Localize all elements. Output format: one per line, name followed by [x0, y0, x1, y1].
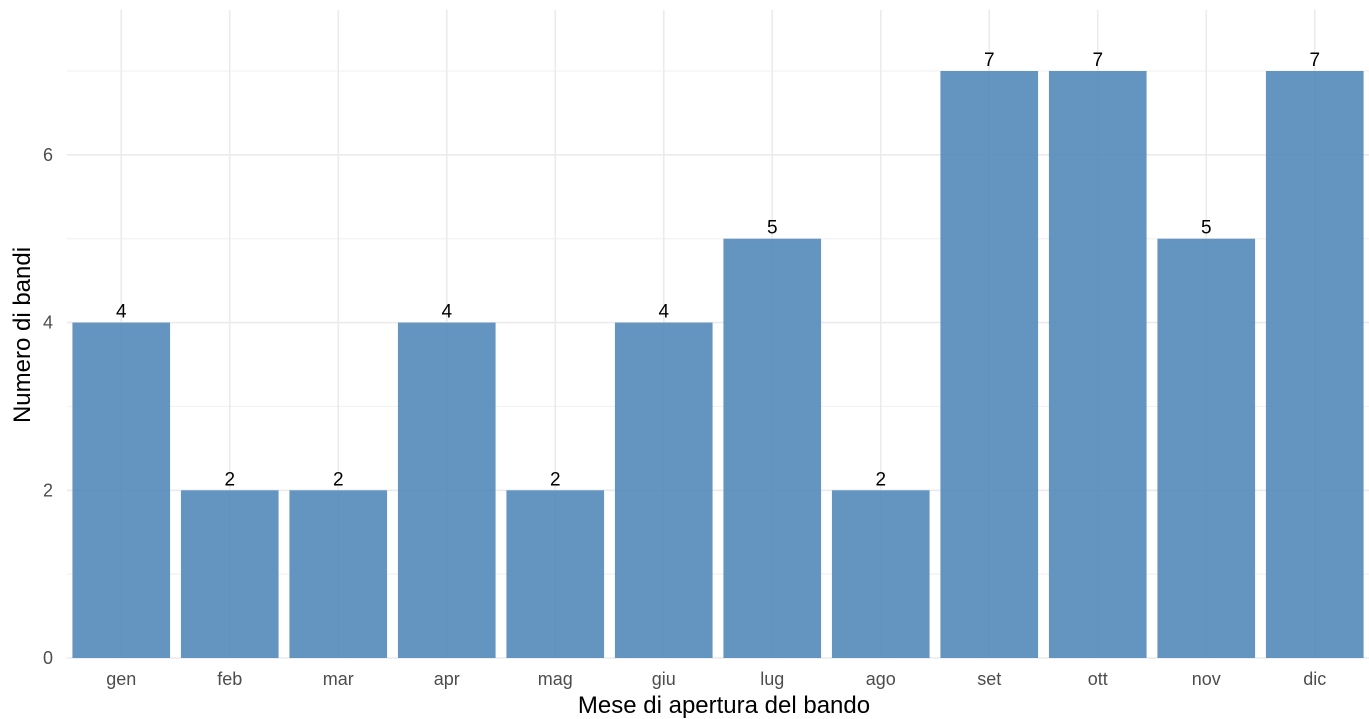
y-axis-ticks: 0 2 4 6 [43, 145, 53, 668]
x-tick-label: set [977, 669, 1001, 689]
bar-nov [1157, 238, 1256, 658]
x-tick-label: nov [1192, 669, 1221, 689]
x-axis-ticks: gen feb mar apr mag giu lug ago set ott nov dic [106, 669, 1326, 689]
x-tick-label: ago [866, 669, 896, 689]
data-label: 2 [224, 469, 235, 490]
y-tick-label: 4 [43, 313, 53, 333]
x-tick-label: mar [323, 669, 354, 689]
data-label: 4 [441, 302, 452, 323]
data-label: 4 [658, 302, 669, 323]
x-tick-label: feb [217, 669, 242, 689]
x-tick-label: mag [538, 669, 573, 689]
data-label: 5 [767, 218, 778, 239]
bar-ago [831, 490, 930, 658]
x-tick-label: lug [760, 669, 784, 689]
x-tick-label: apr [434, 669, 460, 689]
x-tick-label: dic [1303, 669, 1326, 689]
data-label: 7 [984, 50, 995, 71]
bar-mar [289, 490, 388, 658]
data-label: 4 [116, 302, 127, 323]
data-label: 2 [875, 469, 886, 490]
y-tick-label: 2 [43, 480, 53, 500]
x-tick-label: gen [106, 669, 136, 689]
x-tick-label: giu [652, 669, 676, 689]
bar-lug [723, 238, 822, 658]
bar-mag [506, 490, 605, 658]
data-label: 7 [1309, 50, 1320, 71]
data-label: 5 [1201, 218, 1212, 239]
x-tick-label: ott [1088, 669, 1108, 689]
bars [72, 71, 1364, 658]
y-tick-label: 6 [43, 145, 53, 165]
bar-ott [1048, 71, 1147, 658]
data-label: 2 [550, 469, 561, 490]
bar-dic [1265, 71, 1364, 658]
bar-apr [397, 322, 496, 658]
data-label: 2 [333, 469, 344, 490]
data-labels: 4 2 2 4 2 4 5 2 7 7 5 7 [116, 50, 1320, 490]
bar-set [940, 71, 1039, 658]
y-tick-label: 0 [43, 648, 53, 668]
bar-giu [614, 322, 713, 658]
y-axis-title: Numero di bandi [9, 247, 36, 423]
data-label: 7 [1092, 50, 1103, 71]
x-axis-title: Mese di apertura del bando [578, 692, 870, 719]
bar-feb [180, 490, 279, 658]
bar-gen [72, 322, 171, 658]
